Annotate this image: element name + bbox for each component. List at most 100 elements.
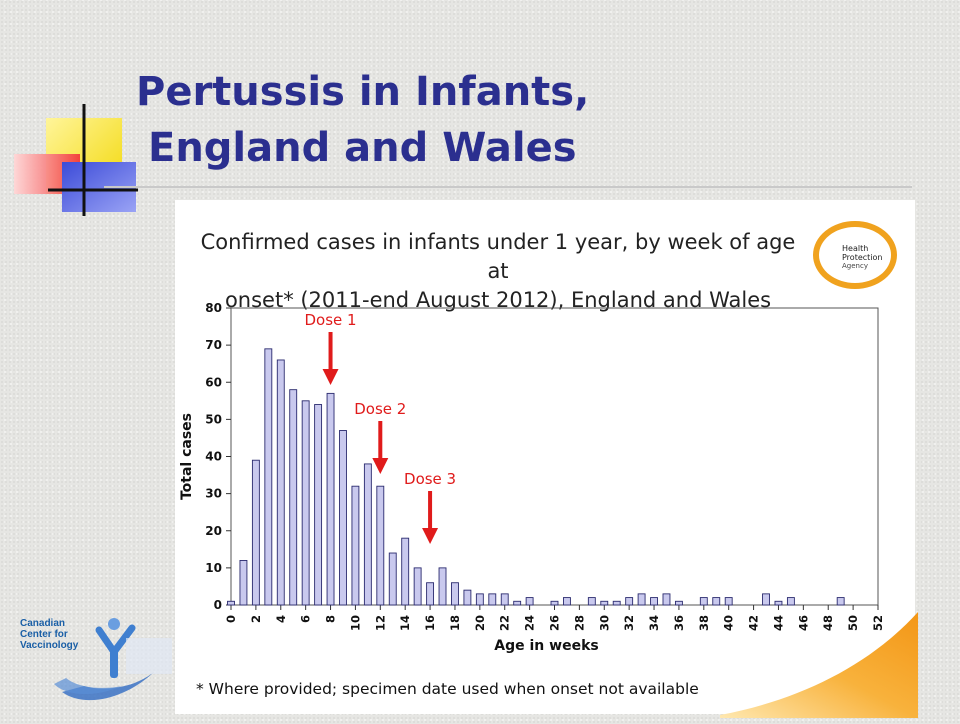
x-tick-label: 50 <box>846 615 860 631</box>
bar <box>600 600 609 606</box>
x-tick-label: 2 <box>249 615 263 623</box>
hpa-logo-word-2: Protection <box>842 253 883 262</box>
x-tick-label: 8 <box>324 615 338 623</box>
x-tick-label: 22 <box>498 615 512 631</box>
bar <box>650 597 658 606</box>
bar <box>301 400 310 606</box>
x-tick-label: 6 <box>299 615 313 623</box>
bar <box>488 593 497 606</box>
x-tick-label: 42 <box>747 615 761 631</box>
x-tick-label: 14 <box>398 615 412 631</box>
bar <box>339 430 347 606</box>
bar <box>836 597 845 606</box>
slide-title-line2: England and Wales <box>148 125 577 171</box>
y-tick-label: 30 <box>205 487 222 501</box>
bar <box>563 597 571 606</box>
x-tick-label: 46 <box>796 615 810 631</box>
bar <box>762 593 770 606</box>
dose-annotation-label: Dose 3 <box>404 470 456 488</box>
bar <box>774 600 783 606</box>
ccfv-logo-line2: Center for <box>20 629 68 640</box>
dose-arrow-head <box>322 369 339 385</box>
x-tick-label: 34 <box>647 615 661 631</box>
vaccinology-hand-icon <box>54 618 172 701</box>
bar <box>426 582 435 606</box>
x-tick-label: 26 <box>548 615 562 631</box>
dose-arrow-head <box>422 528 439 544</box>
bar <box>724 597 733 606</box>
ccfv-logo-line1: Canadian <box>20 618 66 629</box>
bar <box>351 485 360 606</box>
title-divider <box>104 186 912 188</box>
x-tick-label: 40 <box>722 615 736 631</box>
ccfv-logo-line3: Vaccinology <box>20 640 79 651</box>
x-tick-label: 32 <box>622 615 636 631</box>
bar <box>251 459 260 606</box>
dose-annotation-label: Dose 1 <box>304 311 356 329</box>
x-tick-label: 28 <box>572 615 586 631</box>
bar <box>662 593 671 606</box>
bar <box>786 597 795 606</box>
x-tick-label: 20 <box>473 615 487 631</box>
canadian-center-for-vaccinology-logo: Canadian Center for Vaccinology <box>14 600 179 710</box>
bar <box>363 463 372 606</box>
hpa-logo-word-3: Agency <box>842 262 868 270</box>
hpa-logo-word-1: Health <box>842 244 869 253</box>
bar <box>239 560 248 606</box>
dose-arrow-head <box>372 458 389 474</box>
x-tick-label: 44 <box>771 615 785 631</box>
slide-title-line1: Pertussis in Infants, <box>136 69 590 115</box>
corner-orange-swoosh <box>720 612 918 718</box>
bar <box>699 597 708 606</box>
bar <box>388 552 397 606</box>
bar <box>587 597 596 606</box>
x-tick-label: 0 <box>224 615 238 623</box>
y-tick-label: 50 <box>205 412 222 426</box>
x-tick-label: 48 <box>821 615 835 631</box>
health-protection-agency-logo: Health Protection Agency <box>813 221 897 289</box>
x-tick-label: 16 <box>423 615 437 631</box>
x-tick-label: 38 <box>697 615 711 631</box>
bar <box>463 589 472 606</box>
x-tick-label: 4 <box>274 615 288 623</box>
bar <box>674 600 683 606</box>
slide-title: Pertussis in Infants, England and Wales <box>136 64 589 176</box>
y-tick-label: 40 <box>205 450 222 464</box>
y-tick-label: 60 <box>205 375 222 389</box>
x-axis-label: Age in weeks <box>494 638 598 654</box>
bar <box>550 600 559 606</box>
x-tick-label: 12 <box>373 615 387 631</box>
y-tick-label: 80 <box>205 301 222 315</box>
chart-panel <box>175 200 915 714</box>
dose-annotation-label: Dose 2 <box>354 400 406 418</box>
x-tick-label: 36 <box>672 615 686 631</box>
x-tick-label: 52 <box>871 615 885 631</box>
bar <box>525 597 534 606</box>
bar <box>401 537 410 606</box>
bar <box>413 567 422 606</box>
bar <box>612 600 621 606</box>
y-axis-label: Total cases <box>179 413 195 500</box>
y-tick-label: 20 <box>205 524 222 538</box>
y-tick-label: 10 <box>205 561 222 575</box>
bar <box>500 593 509 606</box>
bar <box>438 567 447 606</box>
bar <box>513 600 522 606</box>
y-tick-label: 70 <box>205 338 222 352</box>
bar <box>289 389 298 606</box>
chart-title-line1: Confirmed cases in infants under 1 year,… <box>200 230 796 283</box>
x-tick-label: 24 <box>523 615 537 631</box>
bar <box>376 485 385 606</box>
bar <box>326 392 335 606</box>
bar <box>712 597 721 606</box>
bar <box>264 348 273 606</box>
bar <box>475 593 484 606</box>
bar <box>451 582 459 606</box>
x-tick-label: 18 <box>448 615 462 631</box>
bar <box>227 600 235 606</box>
bar <box>314 404 323 606</box>
bar <box>637 593 646 606</box>
y-tick-label: 0 <box>214 598 222 612</box>
bar <box>625 597 634 606</box>
